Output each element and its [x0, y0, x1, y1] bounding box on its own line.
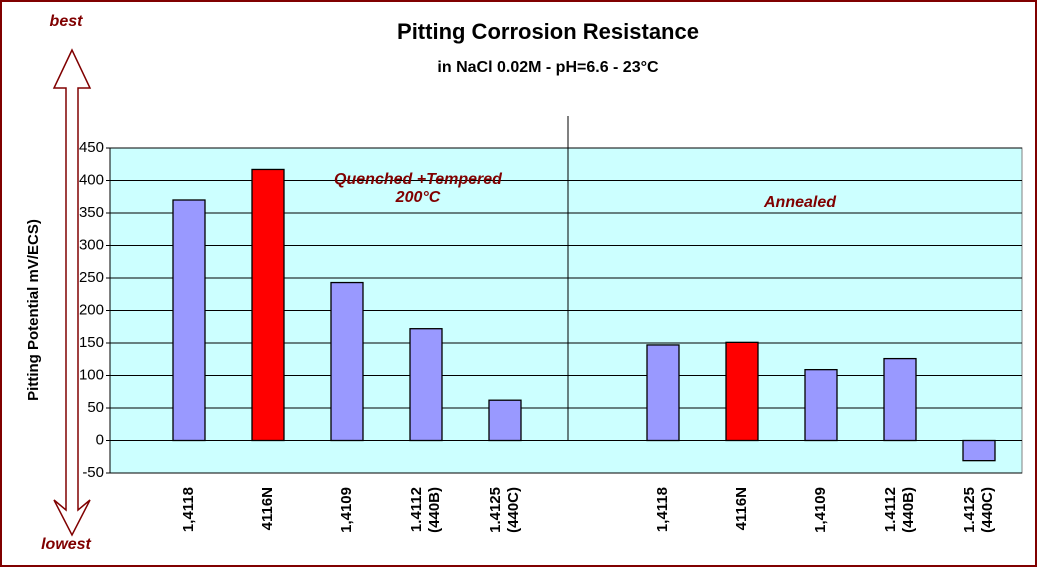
x-tick-label-line: (440B)	[900, 487, 917, 533]
y-tick-label: 300	[79, 236, 104, 253]
x-tick-label: 4116N	[259, 487, 276, 530]
chart-title: Pitting Corrosion Resistance	[397, 19, 699, 44]
arrow-bottom-label: lowest	[41, 536, 91, 553]
y-tick-label: 250	[79, 269, 104, 286]
y-tick-label: 0	[96, 431, 104, 448]
x-tick-label-line: 1.4125	[961, 487, 978, 533]
x-tick-label-line: (440B)	[426, 487, 443, 533]
y-tick-label: 50	[87, 399, 104, 416]
chart-subtitle: in NaCl 0.02M - pH=6.6 - 23°C	[437, 59, 659, 76]
bar	[883, 357, 917, 442]
bar	[172, 199, 206, 442]
bar	[330, 281, 364, 442]
annotation: Annealed	[763, 194, 837, 211]
x-tick-label: 1,4118	[180, 487, 197, 532]
x-tick-label-line: (440C)	[979, 487, 996, 533]
x-tick-label: 1,4109	[812, 487, 829, 533]
x-tick-label-line: 1.4112	[882, 487, 899, 532]
bar	[409, 328, 443, 442]
annotation: Quenched +Tempered	[334, 171, 503, 188]
bar	[646, 344, 680, 442]
x-tick-label: 1.4112(440B)	[408, 487, 443, 533]
x-tick-label: 4116N	[733, 487, 750, 530]
direction-arrow	[52, 48, 92, 537]
bar	[804, 368, 838, 442]
bar	[725, 341, 759, 442]
y-axis-label: Pitting Potential mV/ECS)	[25, 219, 42, 401]
x-tick-label: 1.4125(440C)	[487, 487, 522, 533]
bar	[488, 399, 522, 442]
x-tick-label: 1,4109	[338, 487, 355, 533]
y-tick-label: 450	[79, 139, 104, 156]
x-tick-label-line: (440C)	[505, 487, 522, 533]
x-tick-label: 1.4112(440B)	[882, 487, 917, 533]
arrow-top-label: best	[50, 13, 84, 30]
x-tick-label: 1.4125(440C)	[961, 487, 996, 533]
bar	[962, 439, 996, 462]
bar	[251, 168, 285, 442]
y-tick-label: 400	[79, 171, 104, 188]
x-tick-label-line: 1.4112	[408, 487, 425, 532]
y-tick-label: -50	[82, 464, 104, 481]
y-tick-label: 350	[79, 204, 104, 221]
x-tick-label: 1,4118	[654, 487, 671, 532]
annotation: 200°C	[395, 189, 441, 206]
y-tick-label: 100	[79, 366, 104, 383]
y-tick-label: 200	[79, 301, 104, 318]
y-tick-label: 150	[79, 334, 104, 351]
x-tick-label-line: 1.4125	[487, 487, 504, 533]
